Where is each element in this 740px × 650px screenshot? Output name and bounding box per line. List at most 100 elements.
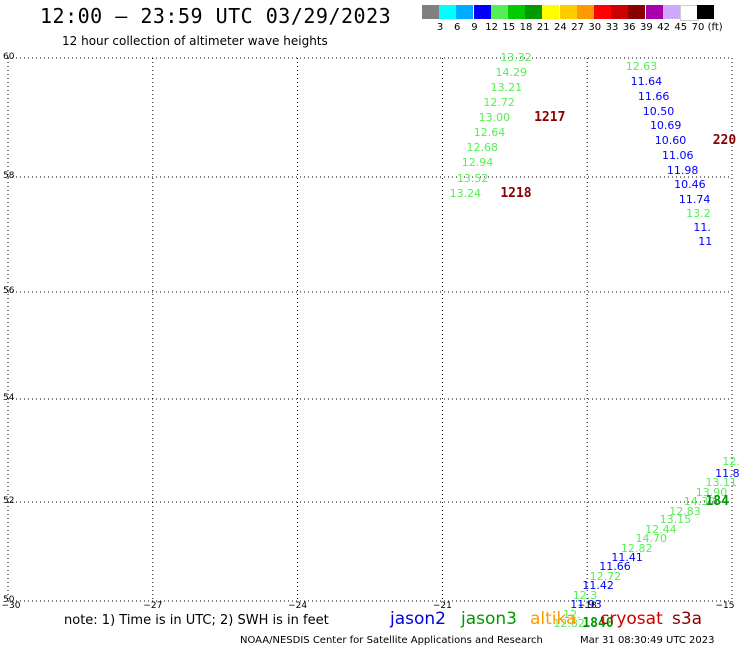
wave-height-observation: 14.30 (683, 495, 716, 508)
color-swatch (439, 5, 457, 19)
longitude-tick-label: −27 (143, 601, 163, 611)
color-scale-label: 39 (640, 22, 653, 33)
wave-height-observation: 12.94 (461, 156, 494, 170)
color-scale-label: 18 (519, 22, 533, 33)
color-scale-label: 21 (536, 22, 550, 33)
color-swatch (542, 5, 560, 19)
wave-height-observation: 13.2 (686, 206, 711, 220)
latitude-tick-label: 58 (3, 171, 15, 181)
wave-height-observation: 12.64 (473, 125, 506, 139)
color-scale-label: 9 (471, 22, 478, 33)
color-scale-label: 42 (657, 22, 670, 33)
longitude-tick-label: −18 (577, 601, 597, 611)
wave-height-observation: 11.42 (582, 579, 614, 593)
satellite-legend-jason2: jason2 (390, 609, 446, 629)
wave-height-observation: 11.66 (599, 560, 631, 574)
wave-height-observation: 13.00 (478, 111, 511, 125)
wave-height-observation: 12.72 (483, 96, 515, 110)
color-swatch (422, 5, 439, 19)
color-swatch (456, 5, 474, 19)
wave-height-observation: 14.70 (635, 532, 667, 546)
wave-height-observation: 12.68 (466, 141, 499, 155)
page-title: 12:00 – 23:59 UTC 03/29/2023 (40, 4, 392, 28)
color-swatch (559, 5, 577, 19)
color-scale-label: (ft) (707, 22, 723, 33)
latitude-tick-label: 56 (3, 286, 15, 296)
longitude-tick-label: −30 (1, 601, 21, 611)
wave-height-observation: 11.74 (678, 193, 711, 206)
wave-height-observation: 13.15 (659, 513, 692, 527)
satellite-legend-altika: altika (530, 609, 577, 629)
color-scale-label: 33 (605, 22, 619, 33)
wave-height-observation: 13.21 (490, 80, 523, 94)
wave-height-observation: 13.90 (695, 485, 728, 499)
pass-time-label: 184 (705, 494, 729, 509)
color-scale-label: 12 (485, 22, 498, 33)
longitude-tick-label: −24 (288, 601, 308, 611)
color-swatch (576, 5, 594, 19)
pass-time-label: 220 (712, 133, 737, 149)
color-swatch (490, 5, 508, 19)
page-subtitle: 12 hour collection of altimeter wave hei… (62, 34, 328, 48)
color-scale-label: 70 (691, 22, 705, 33)
wave-height-observation: 13.32 (500, 51, 532, 64)
wave-height-observation: 10.69 (649, 118, 682, 132)
wave-height-observation: 12. (563, 607, 581, 621)
color-swatch (594, 5, 611, 19)
color-swatch (525, 5, 543, 19)
pass-time-label: 1217 (534, 109, 566, 125)
satellite-legend-s3a: s3a (672, 609, 703, 629)
footer-timestamp: Mar 31 08:30:49 UTC 2023 (580, 635, 715, 646)
color-scale-label: 36 (622, 22, 636, 33)
wave-height-observation: 13.24 (449, 187, 482, 201)
wave-height-observation: 11.98 (666, 164, 699, 178)
wave-height-observation: 11.06 (662, 148, 694, 162)
wave-height-observation: 12. (722, 455, 740, 469)
latitude-tick-label: 54 (3, 393, 15, 403)
color-scale-label: 24 (554, 22, 567, 33)
latitude-tick-label: 60 (3, 52, 15, 62)
color-swatch (611, 5, 629, 19)
wave-height-observation: 12.83 (669, 504, 701, 518)
wave-height-observation: 11.64 (630, 74, 663, 88)
wave-height-observation: 10.60 (654, 134, 687, 148)
wave-height-observation: 11.41 (611, 550, 643, 564)
color-scale-label: 15 (502, 22, 516, 33)
longitude-tick-label: −21 (432, 601, 452, 611)
wave-height-observation: 11.93 (570, 597, 602, 611)
wave-height-observation: 11.83 (715, 466, 740, 480)
wave-height-observation: 13.52 (456, 171, 489, 185)
color-scale-label: 6 (454, 22, 461, 33)
longitude-tick-label: −15 (715, 601, 735, 611)
note-text: note: 1) Time is in UTC; 2) SWH is in fe… (64, 613, 329, 628)
color-swatch (662, 5, 680, 19)
wave-height-observation: 12.3 (572, 588, 598, 602)
satellite-legend-cryosat: cryosat (600, 609, 663, 629)
color-swatch (628, 5, 646, 19)
color-scale-label: 45 (674, 22, 688, 33)
color-scale-label: 30 (588, 22, 602, 33)
latitude-tick-label: 52 (3, 496, 15, 506)
color-swatch (645, 5, 663, 19)
wave-height-observation: 12.82 (553, 616, 585, 630)
satellite-legend-jason3: jason3 (461, 609, 517, 629)
wave-height-observation: 12.63 (625, 59, 658, 73)
color-swatch (473, 5, 491, 19)
color-swatch (697, 5, 715, 19)
wave-height-observation: 12.82 (620, 542, 653, 556)
wave-height-observation: 13.11 (705, 476, 737, 490)
color-scale-label: 3 (436, 22, 444, 33)
wave-height-observation: 11.66 (637, 89, 670, 103)
color-swatch (508, 5, 525, 19)
wave-height-observation: 10.50 (642, 104, 675, 118)
pass-time-label: 1218 (500, 186, 532, 202)
wave-height-observation: 11 (698, 234, 713, 248)
wave-height-observation: 11. (693, 221, 711, 235)
latitude-tick-label: 50 (3, 595, 15, 605)
pass-time-label: 1840 (582, 615, 614, 631)
wave-height-observation: 12.72 (589, 569, 622, 583)
wave-height-observation: 12.44 (645, 523, 677, 537)
wave-height-observation: 14.29 (495, 65, 527, 79)
footer-agency: NOAA/NESDIS Center for Satellite Applica… (240, 635, 543, 646)
